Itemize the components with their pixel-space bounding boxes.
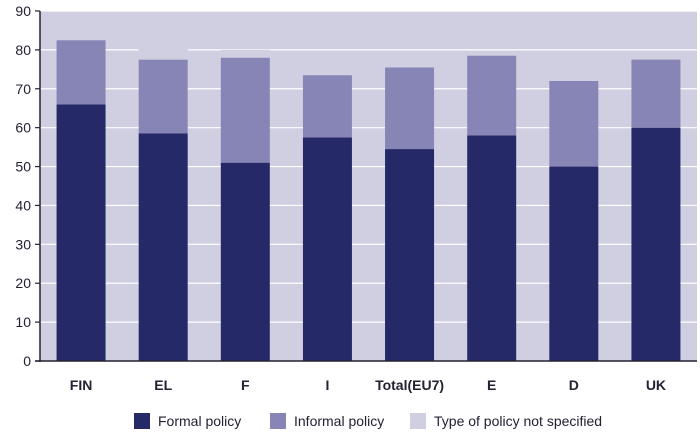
x-tick-label-el: EL — [154, 377, 172, 393]
x-tick-labels: FIN EL F I Total(EU7) E D UK — [70, 377, 666, 393]
bar-e-series-0 — [467, 135, 517, 361]
y-tick-label-30: 30 — [15, 236, 31, 252]
y-tick-label-50: 50 — [15, 159, 31, 175]
bar-i-series-2 — [302, 51, 352, 76]
bar-d-series-2 — [549, 57, 599, 81]
legend-swatch-1 — [270, 413, 286, 429]
y-tick-label-80: 80 — [15, 42, 31, 58]
legend: Formal policy Informal policy Type of poli… — [0, 413, 700, 435]
bar-fin-series-2 — [56, 34, 106, 41]
x-tick-label-fin: FIN — [70, 377, 93, 393]
x-tick-label-f: F — [241, 377, 250, 393]
bar-el-series-1 — [138, 59, 188, 134]
x-tick-label-d: D — [569, 377, 579, 393]
y-tick-label-0: 0 — [23, 353, 31, 369]
y-tick-labels: 0 10 20 30 40 50 60 70 80 90 — [15, 3, 31, 369]
legend-label-1: Informal policy — [294, 413, 385, 429]
bar-i-series-0 — [302, 137, 352, 361]
legend-item-2: Type of policy not specified — [410, 413, 602, 429]
bar-totaleu7-series-2 — [385, 55, 435, 68]
x-tick-label-totaleu7: Total(EU7) — [375, 377, 444, 393]
bar-f-series-1 — [220, 57, 270, 163]
bar-e-series-1 — [467, 55, 517, 136]
legend-label-2: Type of policy not specified — [434, 413, 603, 429]
bar-uk-series-1 — [631, 59, 681, 128]
legend-item-1: Informal policy — [270, 413, 384, 429]
y-tick-label-60: 60 — [15, 120, 31, 136]
legend-item-0: Formal policy — [134, 413, 241, 429]
x-tick-label-uk: UK — [646, 377, 666, 393]
bar-totaleu7-series-0 — [385, 149, 435, 361]
x-tick-label-e: E — [487, 377, 496, 393]
y-tick-label-90: 90 — [15, 3, 31, 19]
legend-swatch-0 — [134, 413, 150, 429]
x-tick-label-i: I — [325, 377, 329, 393]
bars — [56, 34, 681, 362]
bar-f-series-0 — [220, 162, 270, 361]
bar-el-series-0 — [138, 133, 188, 361]
y-tick-label-70: 70 — [15, 81, 31, 97]
bar-d-series-0 — [549, 166, 599, 361]
plot-area — [40, 11, 697, 361]
y-tick-label-40: 40 — [15, 197, 31, 213]
bar-el-series-2 — [138, 40, 188, 60]
bar-uk-series-0 — [631, 127, 681, 362]
bar-f-series-2 — [220, 49, 270, 58]
bar-totaleu7-series-1 — [385, 67, 435, 150]
bar-fin-series-0 — [56, 104, 106, 361]
y-tick-label-20: 20 — [15, 275, 31, 291]
bar-i-series-1 — [302, 75, 352, 138]
axes — [35, 10, 697, 362]
legend-label-0: Formal policy — [158, 413, 242, 429]
bar-fin-series-1 — [56, 40, 106, 105]
bar-d-series-1 — [549, 81, 599, 167]
y-tick-label-10: 10 — [15, 314, 31, 330]
legend-swatch-2 — [410, 413, 426, 429]
